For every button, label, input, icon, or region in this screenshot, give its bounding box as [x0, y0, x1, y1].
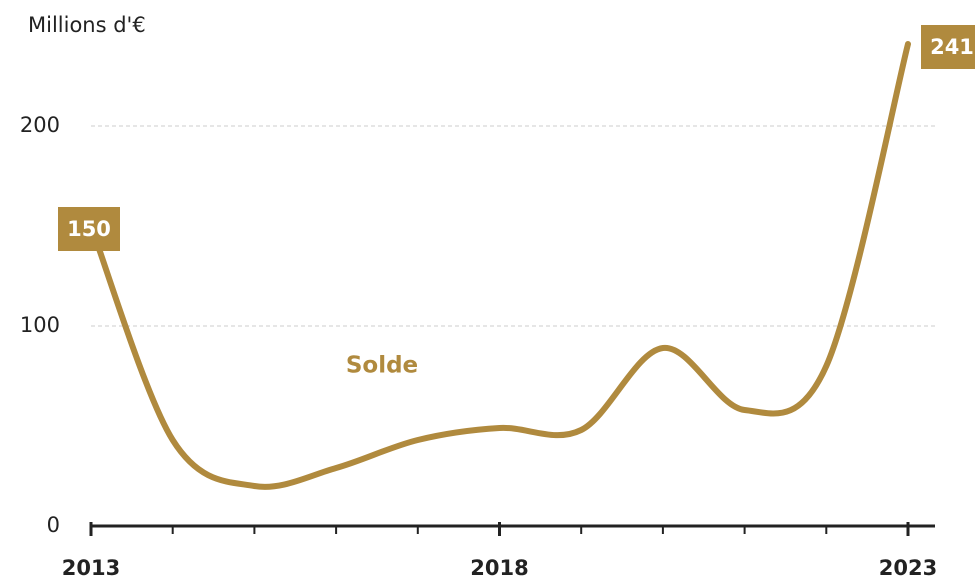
- value-label: 150: [67, 217, 111, 241]
- series-label: Solde: [346, 353, 418, 379]
- value-label-box: [921, 25, 975, 69]
- value-label: 241: [930, 35, 974, 59]
- y-tick-label: 0: [47, 513, 60, 537]
- value-label-box: [58, 207, 120, 251]
- x-tick-label: 2013: [62, 556, 120, 580]
- y-axis-label: Millions d'€: [28, 13, 146, 37]
- line: [88, 41, 911, 490]
- x-tick-label: 2023: [879, 556, 937, 580]
- y-tick-label: 200: [20, 113, 60, 137]
- x-tick-label: 2018: [470, 556, 528, 580]
- y-tick-label: 100: [20, 313, 60, 337]
